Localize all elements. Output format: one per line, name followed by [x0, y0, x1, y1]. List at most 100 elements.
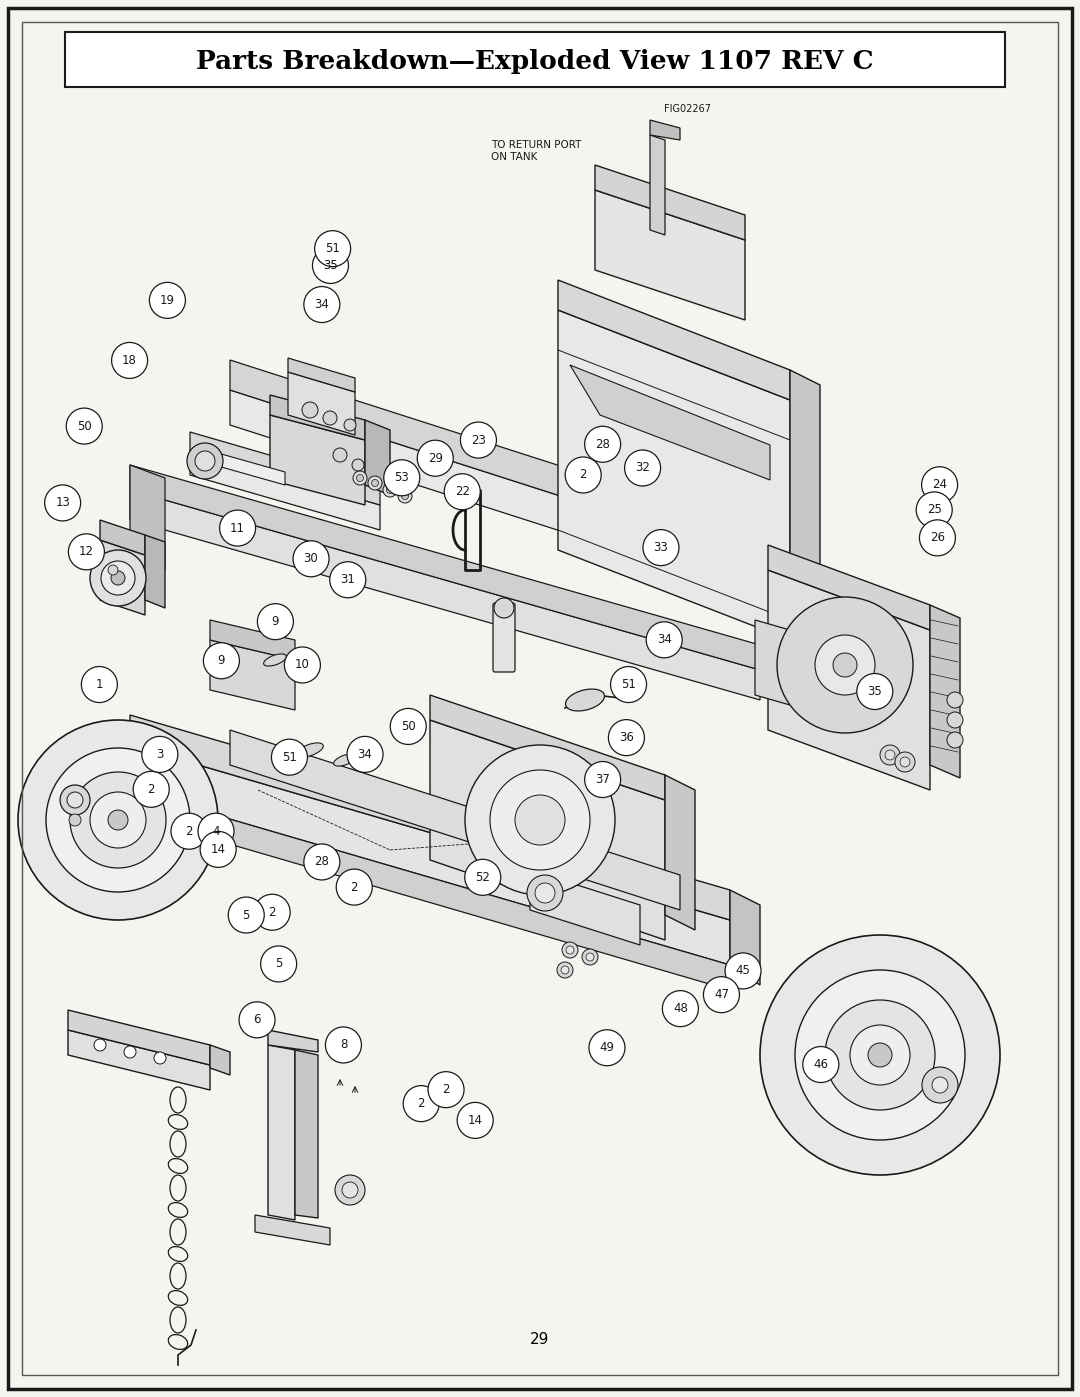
Circle shape	[457, 1102, 494, 1139]
Circle shape	[133, 771, 170, 807]
Polygon shape	[595, 165, 745, 240]
Polygon shape	[430, 719, 665, 940]
Circle shape	[70, 773, 166, 868]
Circle shape	[69, 814, 81, 826]
Text: 8: 8	[340, 1038, 347, 1052]
Text: 6: 6	[254, 1013, 260, 1027]
Circle shape	[885, 750, 895, 760]
Polygon shape	[230, 731, 680, 909]
Text: 31: 31	[340, 573, 355, 587]
Circle shape	[922, 1067, 958, 1104]
Polygon shape	[210, 640, 295, 710]
Polygon shape	[130, 789, 730, 990]
Circle shape	[60, 785, 90, 814]
Polygon shape	[530, 870, 640, 944]
Circle shape	[219, 510, 256, 546]
Circle shape	[643, 529, 679, 566]
Polygon shape	[760, 529, 785, 610]
Text: 11: 11	[230, 521, 245, 535]
Text: 29: 29	[530, 1331, 550, 1347]
Circle shape	[372, 479, 378, 486]
Circle shape	[44, 485, 81, 521]
Polygon shape	[130, 715, 730, 921]
Circle shape	[198, 813, 234, 849]
Circle shape	[833, 652, 858, 678]
Text: 48: 48	[673, 1002, 688, 1016]
Circle shape	[18, 719, 218, 921]
Circle shape	[68, 534, 105, 570]
Polygon shape	[130, 465, 760, 671]
Circle shape	[403, 1085, 440, 1122]
Circle shape	[444, 474, 481, 510]
Polygon shape	[558, 279, 789, 400]
Text: 34: 34	[314, 298, 329, 312]
Polygon shape	[268, 1045, 295, 1220]
Circle shape	[399, 489, 411, 503]
Text: 50: 50	[401, 719, 416, 733]
Text: 10: 10	[295, 658, 310, 672]
Text: 28: 28	[314, 855, 329, 869]
Circle shape	[589, 1030, 625, 1066]
Polygon shape	[558, 310, 789, 640]
Text: 49: 49	[599, 1041, 615, 1055]
Text: 5: 5	[275, 957, 282, 971]
Circle shape	[428, 1071, 464, 1108]
Circle shape	[919, 520, 956, 556]
Circle shape	[187, 443, 222, 479]
Text: 3: 3	[157, 747, 163, 761]
Polygon shape	[130, 490, 760, 700]
Polygon shape	[100, 520, 145, 555]
Polygon shape	[595, 190, 745, 320]
Circle shape	[566, 946, 573, 954]
Circle shape	[850, 1025, 910, 1085]
Polygon shape	[190, 450, 380, 529]
Circle shape	[108, 564, 118, 576]
Polygon shape	[288, 358, 355, 393]
Circle shape	[608, 719, 645, 756]
Polygon shape	[295, 1051, 318, 1218]
Polygon shape	[68, 1010, 210, 1065]
Text: 4: 4	[213, 824, 219, 838]
Circle shape	[102, 562, 135, 595]
Circle shape	[895, 752, 915, 773]
Circle shape	[325, 1027, 362, 1063]
Text: 47: 47	[714, 988, 729, 1002]
Circle shape	[947, 712, 963, 728]
Text: 32: 32	[635, 461, 650, 475]
Bar	[65, 32, 1005, 87]
Circle shape	[856, 673, 893, 710]
Circle shape	[342, 1182, 357, 1199]
Polygon shape	[650, 120, 680, 140]
Text: 19: 19	[160, 293, 175, 307]
Circle shape	[624, 450, 661, 486]
Circle shape	[610, 666, 647, 703]
Circle shape	[347, 736, 383, 773]
Polygon shape	[650, 136, 665, 235]
Circle shape	[254, 894, 291, 930]
Circle shape	[584, 426, 621, 462]
Text: 52: 52	[475, 870, 490, 884]
Polygon shape	[268, 1030, 318, 1052]
Circle shape	[314, 231, 351, 267]
Circle shape	[390, 708, 427, 745]
Polygon shape	[255, 1215, 330, 1245]
Text: 2: 2	[269, 905, 275, 919]
Circle shape	[228, 897, 265, 933]
Ellipse shape	[297, 743, 323, 757]
Text: 45: 45	[735, 964, 751, 978]
Text: TO RETURN PORT
ON TANK: TO RETURN PORT ON TANK	[491, 140, 582, 162]
Circle shape	[368, 476, 382, 490]
Circle shape	[557, 963, 573, 978]
Circle shape	[490, 770, 590, 870]
Circle shape	[257, 604, 294, 640]
Circle shape	[646, 622, 683, 658]
Text: 2: 2	[148, 782, 154, 796]
Circle shape	[586, 953, 594, 961]
Circle shape	[66, 408, 103, 444]
Circle shape	[921, 467, 958, 503]
Circle shape	[662, 990, 699, 1027]
Circle shape	[464, 859, 501, 895]
Circle shape	[94, 1039, 106, 1051]
Text: 18: 18	[122, 353, 137, 367]
Text: 2: 2	[418, 1097, 424, 1111]
